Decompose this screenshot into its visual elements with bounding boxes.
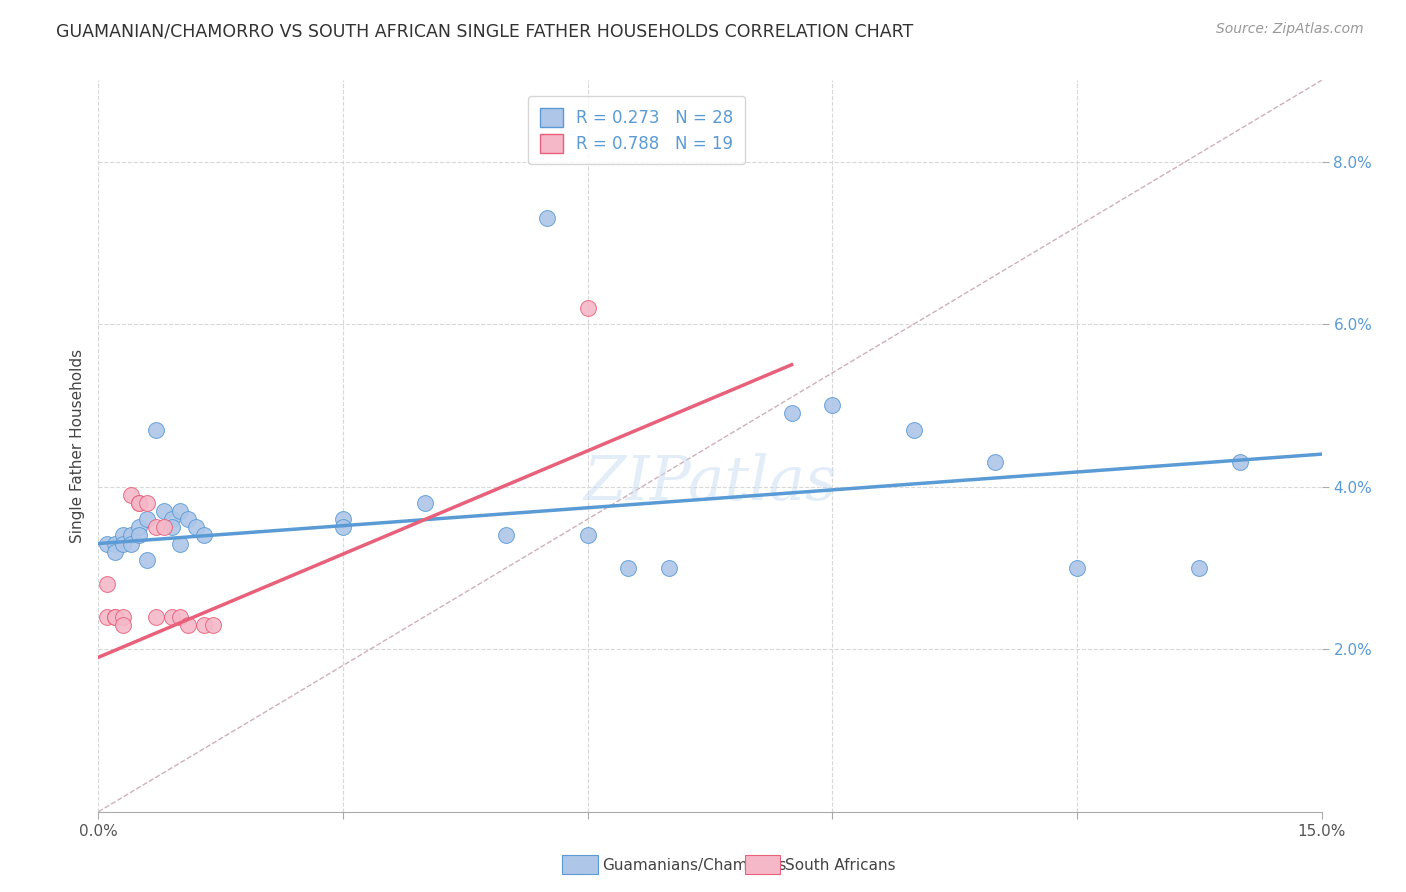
Point [104, 536, 127, 550]
Point [576, 528, 599, 542]
Point [169, 609, 191, 624]
Point [111, 609, 134, 624]
Point [169, 536, 191, 550]
Point [128, 496, 150, 510]
Point [1188, 561, 1211, 575]
Text: South Africans: South Africans [785, 858, 896, 872]
Point [136, 512, 159, 526]
Point [576, 301, 599, 315]
Point [536, 211, 558, 226]
Point [186, 520, 208, 534]
Legend: R = 0.273   N = 28, R = 0.788   N = 19: R = 0.273 N = 28, R = 0.788 N = 19 [529, 96, 745, 164]
Point [120, 536, 142, 550]
Text: GUAMANIAN/CHAMORRO VS SOUTH AFRICAN SINGLE FATHER HOUSEHOLDS CORRELATION CHART: GUAMANIAN/CHAMORRO VS SOUTH AFRICAN SING… [56, 22, 914, 40]
Point [111, 528, 134, 542]
Point [160, 609, 183, 624]
Point [617, 561, 640, 575]
Point [128, 496, 150, 510]
Point [177, 617, 200, 632]
Point [152, 520, 174, 534]
Text: Source: ZipAtlas.com: Source: ZipAtlas.com [1216, 22, 1364, 37]
Point [169, 504, 191, 518]
Point [984, 455, 1007, 469]
Text: Guamanians/Chamorros: Guamanians/Chamorros [602, 858, 786, 872]
Point [152, 504, 174, 518]
Point [1229, 455, 1251, 469]
Point [128, 520, 150, 534]
Point [160, 520, 183, 534]
Point [1066, 561, 1088, 575]
Point [193, 617, 215, 632]
Point [96, 609, 118, 624]
Point [145, 520, 167, 534]
Point [780, 407, 803, 421]
Point [128, 528, 150, 542]
Point [96, 536, 118, 550]
Point [177, 512, 200, 526]
Point [136, 496, 159, 510]
Point [903, 423, 925, 437]
Point [136, 553, 159, 567]
Point [96, 577, 118, 591]
Point [201, 617, 224, 632]
Point [495, 528, 517, 542]
Point [145, 609, 167, 624]
Point [120, 528, 142, 542]
Y-axis label: Single Father Households: Single Father Households [69, 349, 84, 543]
Point [658, 561, 681, 575]
Point [111, 536, 134, 550]
Point [332, 512, 354, 526]
Point [145, 423, 167, 437]
Point [160, 512, 183, 526]
Point [821, 398, 844, 412]
Point [104, 544, 127, 558]
Point [104, 609, 127, 624]
Point [111, 617, 134, 632]
Point [104, 609, 127, 624]
Text: ZIPatlas: ZIPatlas [583, 452, 837, 513]
Point [193, 528, 215, 542]
Point [413, 496, 436, 510]
Point [332, 520, 354, 534]
Point [120, 488, 142, 502]
